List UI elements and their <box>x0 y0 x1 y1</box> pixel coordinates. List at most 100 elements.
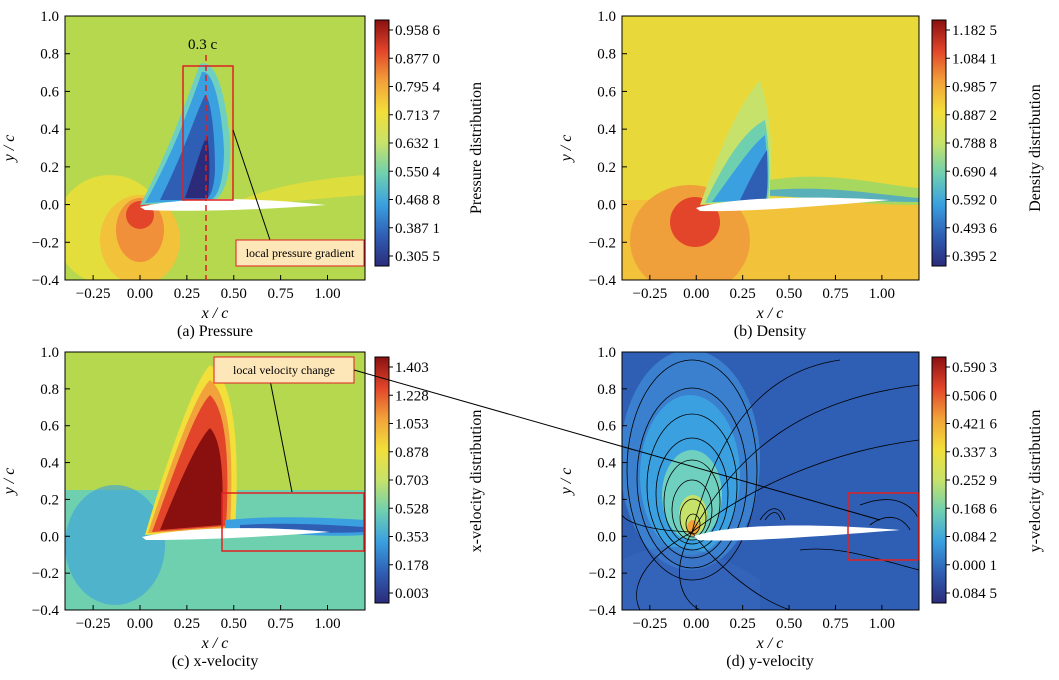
x-tick-label: 0.00 <box>127 286 153 302</box>
plot-frame-b <box>621 15 920 281</box>
callout-text-a: local pressure gradient <box>246 246 355 260</box>
x-tick-label: 1.00 <box>314 286 340 302</box>
density-field <box>622 16 919 280</box>
panel-x-velocity: −0.25 0.00 0.25 0.50 0.75 1.00 1.0 0.8 0.6 0.4 0.2… <box>1 345 485 670</box>
cut-line-label: 0.3 c <box>188 37 218 53</box>
highlight-box-d <box>847 492 919 561</box>
contour-lines <box>622 359 919 610</box>
y-tick-label: 0.4 <box>40 456 59 472</box>
caption-a: (a) Pressure <box>177 323 253 340</box>
colorbar-label: 0.877 0 <box>395 51 440 67</box>
y-tick-label: 1.0 <box>40 9 59 25</box>
caption-d: (d) y-velocity <box>726 653 814 670</box>
x-axis-label-a: x / c <box>201 305 229 322</box>
airfoil-c <box>142 528 330 540</box>
colorbar-label: 0.985 7 <box>952 80 998 96</box>
y-tick-label: −0.4 <box>32 273 60 289</box>
colorbar-label: 0.506 0 <box>952 388 997 404</box>
y-tick-label: 0.8 <box>40 47 59 63</box>
colorbar-label: 1.403 <box>395 360 429 376</box>
callout-leader-c <box>269 379 293 493</box>
plot-frame-d <box>621 351 920 611</box>
y-tick-label: −0.4 <box>32 603 60 619</box>
x-velocity-field <box>65 352 365 610</box>
y-tick-label: 0.0 <box>40 529 59 545</box>
x-tick-label: 0.25 <box>730 286 756 302</box>
y-tick-label: −0.2 <box>589 235 616 251</box>
y-axis-label-c: y / c <box>1 468 18 497</box>
y-tick-label: 0.4 <box>597 122 616 138</box>
x-tick-label: 0.75 <box>268 286 294 302</box>
x-tick-label: 0.50 <box>221 616 247 632</box>
colorbar-label: 1.084 1 <box>952 51 997 67</box>
axis-ticks-c: −0.25 0.00 0.25 0.50 0.75 1.00 1.0 0.8 0.6 0.4 0.2… <box>32 345 341 632</box>
colorbar-label: 0.550 4 <box>395 164 441 180</box>
colorbar-labels-c: 1.403 1.228 1.053 0.878 0.703 0.528 0.353 0.178… <box>389 360 429 602</box>
colorbar-label: 0.703 <box>395 473 429 489</box>
x-tick-label: 0.75 <box>822 286 848 302</box>
colorbar-label: 0.178 <box>395 558 429 574</box>
y-tick-label: 1.0 <box>40 345 59 361</box>
colorbar-label: 0.878 <box>395 445 429 461</box>
colorbar-label: 0.084 5 <box>952 586 997 602</box>
colorbar-label: 0.168 6 <box>952 501 998 517</box>
y-velocity-field <box>622 352 919 610</box>
y-tick-label: 0.0 <box>597 198 616 214</box>
x-axis-label-d: x / c <box>756 635 784 652</box>
x-tick-label: 1.00 <box>869 616 895 632</box>
axis-ticks-b: −0.25 0.00 0.25 0.50 0.75 1.00 1.0 0.8 0.6 0.4 0.2… <box>589 9 895 302</box>
y-tick-label: 0.2 <box>40 492 59 508</box>
y-tick-label: 0.0 <box>597 529 616 545</box>
y-tick-label: 0.6 <box>40 419 59 435</box>
colorbar-title-b: Density distribution <box>1027 84 1044 212</box>
colorbar-label: 0.713 7 <box>395 108 441 124</box>
y-tick-label: 0.2 <box>597 160 616 176</box>
x-tick-label: −0.25 <box>632 616 667 632</box>
plot-frame-c <box>64 351 366 611</box>
callout-leader-a <box>232 129 271 241</box>
y-tick-label: −0.4 <box>589 273 617 289</box>
colorbar-label: 0.468 8 <box>395 193 440 209</box>
x-tick-label: 0.75 <box>268 616 294 632</box>
colorbar-label: 0.590 3 <box>952 360 997 376</box>
callout-box-c <box>213 356 355 384</box>
colorbar-label: 1.053 <box>395 417 429 433</box>
colorbar-label: 0.788 8 <box>952 136 997 152</box>
colorbar-label: 0.690 4 <box>952 164 998 180</box>
colorbar-label: 0.592 0 <box>952 193 997 209</box>
colorbar-label: 0.395 2 <box>952 249 997 265</box>
x-tick-label: 0.25 <box>174 616 200 632</box>
x-tick-label: −0.25 <box>76 616 111 632</box>
y-tick-label: 0.2 <box>40 160 59 176</box>
y-tick-label: 0.6 <box>597 419 616 435</box>
y-tick-label: 1.0 <box>597 9 616 25</box>
colorbar-label: 1.228 <box>395 388 429 404</box>
y-tick-label: −0.2 <box>32 235 59 251</box>
x-tick-label: 1.00 <box>314 616 340 632</box>
x-tick-label: 0.25 <box>730 616 756 632</box>
y-tick-label: −0.2 <box>32 566 59 582</box>
panel-pressure: −0.25 0.00 0.25 0.50 0.75 1.00 1.0 0.8 0.6 0.4 0.2… <box>1 9 485 340</box>
y-tick-label: 0.8 <box>40 382 59 398</box>
panel-density: −0.25 0.00 0.25 0.50 0.75 1.00 1.0 0.8 0.6 0.4 0.2… <box>558 9 1044 340</box>
colorbar-labels-b: 1.182 5 1.084 1 0.985 7 0.887 2 0.788 8 0.690… <box>946 23 998 265</box>
colorbar-label: 0.305 5 <box>395 249 440 265</box>
y-tick-label: 0.0 <box>40 198 59 214</box>
callout-box-a <box>235 239 365 267</box>
x-tick-label: 0.75 <box>822 616 848 632</box>
colorbar-title-c: x-velocity distribution <box>468 410 485 553</box>
colorbar-label: 0.000 1 <box>952 558 997 574</box>
y-tick-label: 0.6 <box>597 84 616 100</box>
colorbar-label: 0.887 2 <box>952 108 997 124</box>
caption-b: (b) Density <box>734 323 806 340</box>
y-tick-label: 0.8 <box>597 382 616 398</box>
y-axis-label-b: y / c <box>558 135 575 164</box>
plot-frame-a <box>64 15 366 281</box>
y-tick-label: 0.2 <box>597 492 616 508</box>
airfoil-b <box>696 197 890 212</box>
colorbar-label: 0.493 6 <box>952 221 998 237</box>
colorbar-c <box>374 356 390 604</box>
y-tick-label: 0.8 <box>597 47 616 63</box>
y-tick-label: −0.2 <box>589 566 616 582</box>
y-tick-label: 0.4 <box>597 456 616 472</box>
